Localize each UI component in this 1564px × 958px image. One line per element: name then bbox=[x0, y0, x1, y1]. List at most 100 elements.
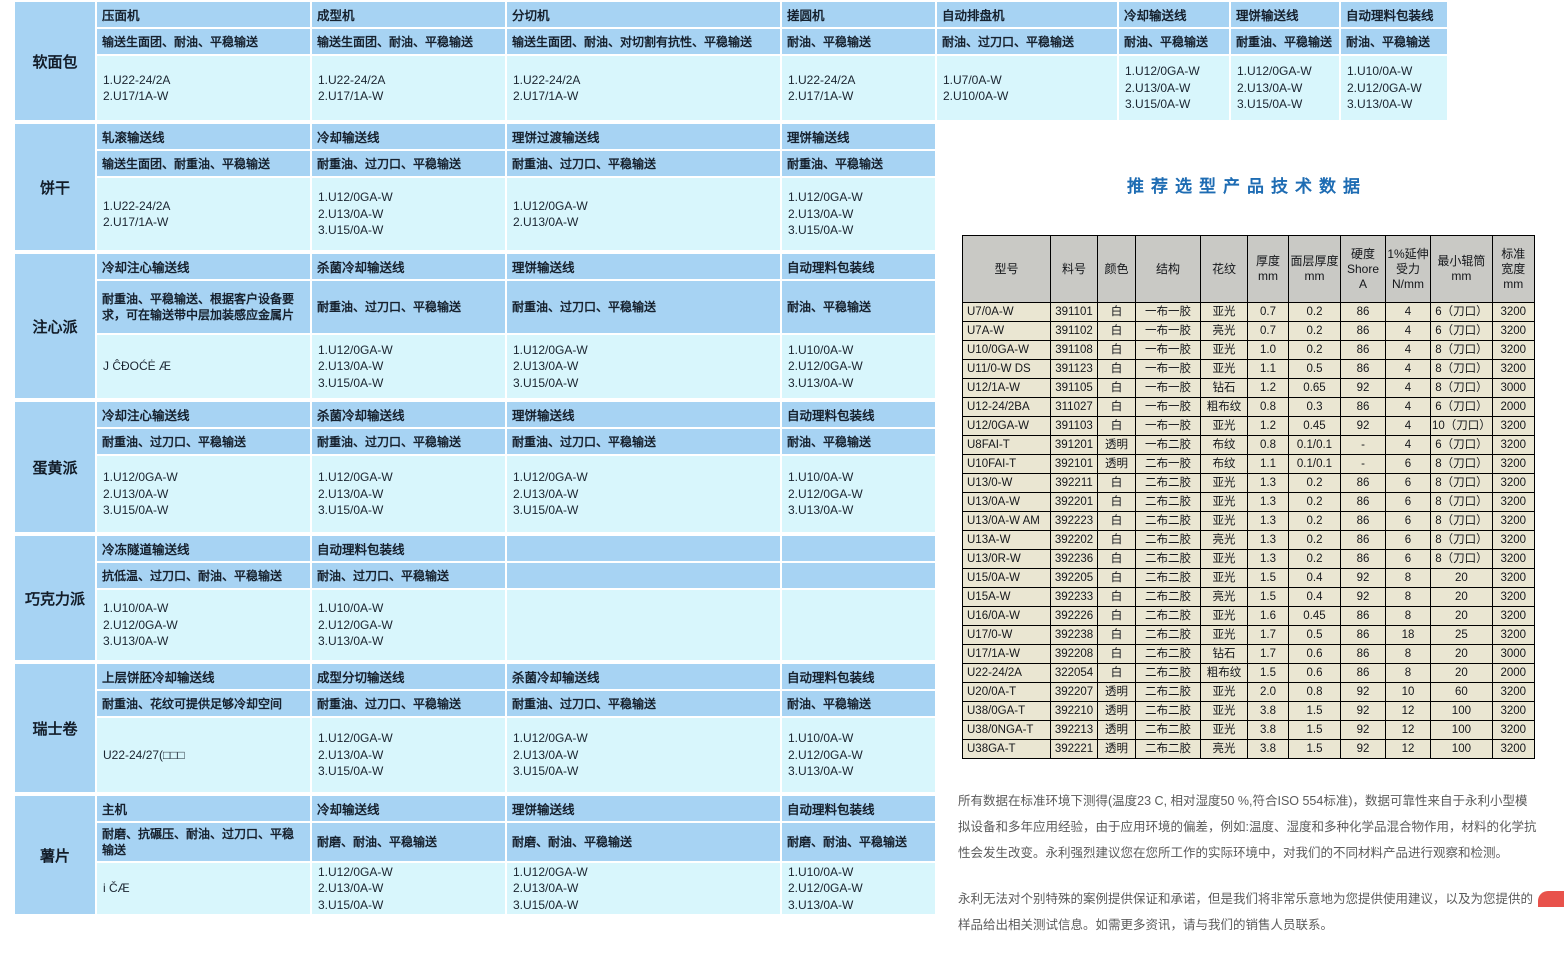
tech-value-cell: 一布一胶 bbox=[1135, 359, 1201, 379]
tech-value-cell: 86 bbox=[1340, 302, 1386, 322]
belt-model-item: 1.U12/0GA-W bbox=[318, 190, 393, 205]
tech-value-cell: 6 bbox=[1385, 492, 1431, 512]
tech-value-cell: 86 bbox=[1340, 606, 1386, 626]
tech-value-cell: 3200 bbox=[1491, 549, 1535, 569]
tech-value-cell: 0.2 bbox=[1288, 340, 1341, 360]
tech-value-cell: 392233 bbox=[1050, 587, 1098, 607]
belt-model-item: 3.U13/0A-W bbox=[788, 503, 854, 518]
belt-model-item: J ĈĐOĆĖ Æ bbox=[103, 359, 172, 374]
belt-model-list: 1.U12/0GA-W 2.U13/0A-W 3.U15/0A-W bbox=[312, 335, 505, 398]
tech-value-cell: 391105 bbox=[1050, 378, 1098, 398]
belt-model-item: 1.U12/0GA-W bbox=[513, 470, 588, 485]
features-label: 耐重油、过刀口、平稳输送 bbox=[97, 429, 310, 454]
belt-model-list: 1.U10/0A-W 2.U12/0GA-W 3.U13/0A-W bbox=[782, 718, 935, 792]
tech-value-cell: 4 bbox=[1385, 416, 1431, 436]
tech-data-row: U10FAI-T 392101 透明 二布一胶 布纹 1.1 0.1/0.1-6 8（刀口） 3… bbox=[962, 454, 1535, 474]
tech-value-cell: 1.3 bbox=[1247, 511, 1289, 531]
product-row: 巧克力派 冷冻隧道输送线 抗低温、过刀口、耐油、平稳输送 1.U10/0A-W 2.U1… bbox=[15, 536, 1447, 660]
tech-value-cell: 0.1/0.1 bbox=[1288, 454, 1341, 474]
belt-model-list: 1.U12/0GA-W 2.U13/0A-W 3.U15/0A-W bbox=[312, 863, 505, 914]
tech-data-row: U8FAI-T 391201 透明 一布二胶 布纹 0.8 0.1/0.1-4 6（刀口） 32… bbox=[962, 435, 1535, 455]
category-cell: 薯片 bbox=[15, 796, 95, 914]
belt-model-list: 1.U22-24/2A 2.U17/1A-W bbox=[97, 178, 310, 250]
tech-value-cell: 4 bbox=[1385, 321, 1431, 341]
product-row: 饼干 轧滚输送线 输送生面团、耐重油、平稳输送 1.U22-24/2A 2.U17/1A… bbox=[15, 124, 1447, 250]
tech-value-cell: 二布二胶 bbox=[1135, 473, 1201, 493]
tech-value-cell: 一布二胶 bbox=[1135, 435, 1201, 455]
tech-value-cell: 透明 bbox=[1097, 720, 1136, 740]
machine-name: 轧滚输送线 bbox=[97, 124, 310, 149]
features-label: 耐重油、平稳输送 bbox=[782, 151, 935, 176]
belt-model-item: 2.U17/1A-W bbox=[103, 89, 169, 103]
features-label: 耐重油、过刀口、平稳输送 bbox=[507, 429, 780, 454]
belt-model-item: 3.U15/0A-W bbox=[318, 223, 384, 238]
machine-name: 成型机 bbox=[312, 2, 505, 27]
tech-value-cell: 392210 bbox=[1050, 701, 1098, 721]
machine-name bbox=[782, 536, 935, 561]
tech-value-cell: 392207 bbox=[1050, 682, 1098, 702]
belt-model-list: 1.U22-24/2A 2.U17/1A-W bbox=[312, 56, 505, 120]
tech-data-row: U7A-W 391102 白一布一胶 亮光 0.7 0.2 86 4 6（刀口） 3200 bbox=[962, 321, 1535, 341]
tech-value-cell: 392205 bbox=[1050, 568, 1098, 588]
belt-model-item: 2.U13/0A-W bbox=[513, 359, 579, 374]
tech-value-cell: 1.7 bbox=[1247, 644, 1289, 664]
tech-value-cell: 粗布纹 bbox=[1200, 663, 1248, 683]
belt-model-list: 1.U12/0GA-W 2.U13/0A-W 3.U15/0A-W bbox=[312, 718, 505, 792]
tech-value-cell: 392213 bbox=[1050, 720, 1098, 740]
tech-value-cell: 亚光 bbox=[1200, 511, 1248, 531]
belt-model-list: 1.U12/0GA-W 2.U13/0A-W 3.U15/0A-W bbox=[1231, 56, 1339, 120]
tech-value-cell: 亚光 bbox=[1200, 473, 1248, 493]
machine-name: 理饼输送线 bbox=[507, 254, 780, 279]
tech-value-cell: 6（刀口） bbox=[1430, 302, 1493, 322]
machine-name: 冷却注心输送线 bbox=[97, 254, 310, 279]
tech-value-cell: 86 bbox=[1340, 492, 1386, 512]
features-label: 输送生面团、耐油、平稳输送 bbox=[312, 29, 505, 54]
belt-model-item: 3.U15/0A-W bbox=[513, 897, 579, 912]
tech-data-row: U17/1A-W 392208 白二布二胶 钻石 1.7 0.6 86 8 20 3000 bbox=[962, 644, 1535, 664]
belt-model-list: 1.U7/0A-W 2.U10/0A-W bbox=[937, 56, 1117, 120]
tech-value-cell: 二布二胶 bbox=[1135, 663, 1201, 683]
tech-value-cell: 一布一胶 bbox=[1135, 416, 1201, 436]
tech-value-cell: 3200 bbox=[1491, 682, 1535, 702]
machine-name: 主机 bbox=[97, 796, 310, 821]
tech-value-cell: 12 bbox=[1385, 701, 1431, 721]
machine-name: 自动排盘机 bbox=[937, 2, 1117, 27]
tech-data-row: U12/0GA-W 391103 白一布一胶 亚光 1.2 0.45 92 4 10（刀口） 32… bbox=[962, 416, 1535, 436]
tech-value-cell: 86 bbox=[1340, 530, 1386, 550]
tech-value-cell: 6（刀口） bbox=[1430, 435, 1493, 455]
tech-value-cell: 1.0 bbox=[1247, 340, 1289, 360]
tech-value-cell: 4 bbox=[1385, 302, 1431, 322]
tech-value-cell: 白 bbox=[1097, 644, 1136, 664]
tech-value-cell: 100 bbox=[1430, 720, 1493, 740]
machine-name: 分切机 bbox=[507, 2, 780, 27]
belt-model-item: 2.U12/0GA-W bbox=[1347, 80, 1422, 95]
belt-model-list: 1.U22-24/2A 2.U17/1A-W bbox=[782, 56, 935, 120]
belt-model-item: 1.U12/0GA-W bbox=[788, 190, 863, 205]
belt-model-list: 1.U10/0A-W 2.U12/0GA-W 3.U13/0A-W bbox=[312, 590, 505, 660]
tech-value-cell: 6 bbox=[1385, 530, 1431, 550]
belt-model-list: 1.U12/0GA-W 2.U13/0A-W 3.U15/0A-W bbox=[97, 456, 310, 532]
tech-value-cell: 8（刀口） bbox=[1430, 549, 1493, 569]
belt-model-item: 3.U13/0A-W bbox=[788, 375, 854, 390]
tech-value-cell: 0.1/0.1 bbox=[1288, 435, 1341, 455]
tech-value-cell: 3200 bbox=[1491, 416, 1535, 436]
tech-value-cell: 3000 bbox=[1491, 644, 1535, 664]
tech-value-cell: 86 bbox=[1340, 663, 1386, 683]
belt-model-item: 3.U15/0A-W bbox=[318, 375, 384, 390]
tech-value-cell: 8（刀口） bbox=[1430, 378, 1493, 398]
features-label: 耐油、过刀口、平稳输送 bbox=[937, 29, 1117, 54]
tech-value-cell: 0.45 bbox=[1288, 606, 1341, 626]
tech-value-cell: 白 bbox=[1097, 625, 1136, 645]
belt-model-item: 2.U13/0A-W bbox=[318, 486, 384, 501]
tech-value-cell: 4 bbox=[1385, 435, 1431, 455]
tech-value-cell: 二布二胶 bbox=[1135, 511, 1201, 531]
tech-value-cell: 亮光 bbox=[1200, 587, 1248, 607]
machine-name: 理饼输送线 bbox=[507, 402, 780, 427]
tech-value-cell: 86 bbox=[1340, 511, 1386, 531]
belt-model-item: 2.U12/0GA-W bbox=[788, 747, 863, 762]
tech-value-cell: 8 bbox=[1385, 644, 1431, 664]
machine-name: 冷却注心输送线 bbox=[97, 402, 310, 427]
tech-value-cell: 1.3 bbox=[1247, 549, 1289, 569]
tech-value-cell: 透明 bbox=[1097, 682, 1136, 702]
product-row: 蛋黄派 冷却注心输送线 耐重油、过刀口、平稳输送 1.U12/0GA-W 2.U13/0… bbox=[15, 402, 1447, 532]
